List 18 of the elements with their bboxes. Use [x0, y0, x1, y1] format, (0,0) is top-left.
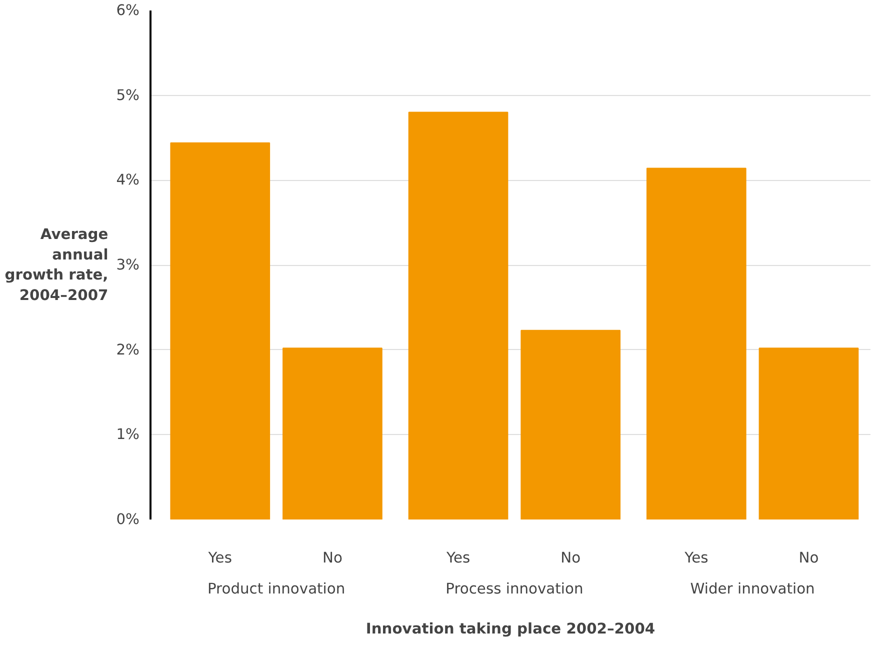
- x-tick-label: Yes: [445, 550, 470, 566]
- x-tick-label: No: [322, 550, 342, 566]
- y-tick-label: 6%: [116, 2, 140, 19]
- text: Process innovation: [446, 580, 584, 598]
- x-tick-label: No: [798, 550, 819, 566]
- y-tick-label: 0%: [116, 511, 140, 528]
- y-tick-label: 2%: [116, 341, 140, 358]
- x-tick-label: Yes: [684, 550, 708, 566]
- y-tick-label: 1%: [116, 426, 140, 444]
- y-tick-label: 3%: [116, 256, 140, 274]
- y-tick-label: 5%: [116, 86, 140, 104]
- y-tick-label: 4%: [116, 172, 140, 189]
- x-tick-label: Yes: [207, 550, 232, 566]
- text: Product innovation: [207, 580, 346, 598]
- x-tick-label: No: [560, 550, 581, 566]
- text: Wider innovation: [690, 580, 815, 598]
- x-axis-title: Innovation taking place 2002–2004: [366, 620, 656, 638]
- y-axis-title: Average annual growth rate, 2004–2007: [4, 226, 108, 304]
